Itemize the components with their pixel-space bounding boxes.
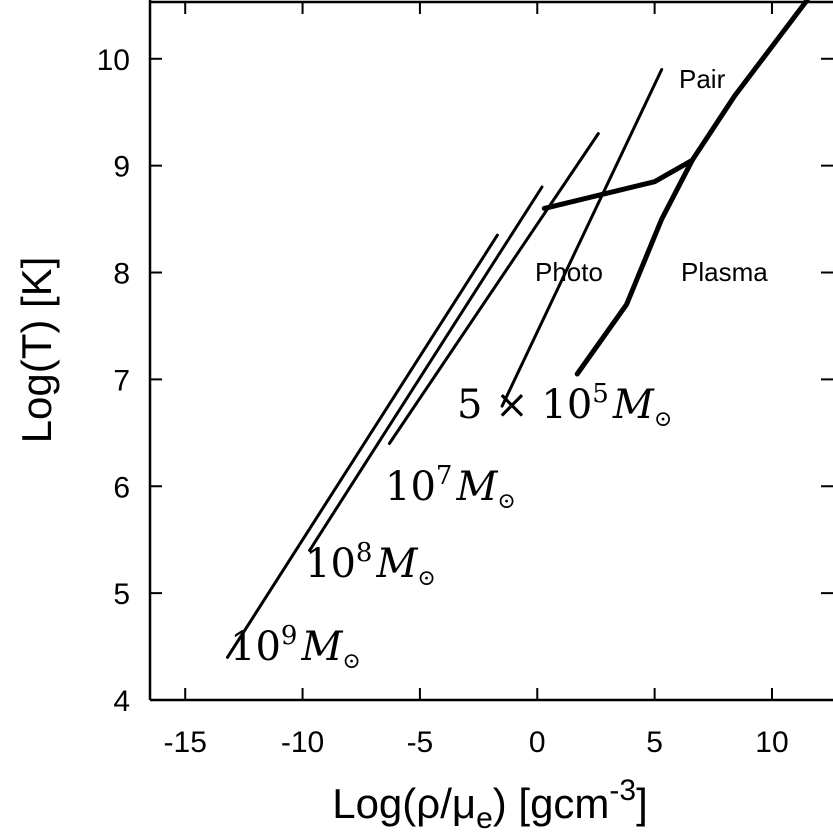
series-line-1e9 bbox=[226, 233, 499, 659]
mass-label-1e8-exp: 8 bbox=[356, 538, 373, 568]
mass-label-1e9-sub: ⊙ bbox=[342, 649, 360, 674]
y-tick-label: 4 bbox=[113, 685, 130, 718]
x-axis-title-exp: -3 bbox=[609, 774, 636, 807]
mass-label-1e8-base: 10 bbox=[305, 541, 356, 587]
x-tick-label: -15 bbox=[164, 726, 207, 759]
series-line-5e5 bbox=[500, 68, 664, 408]
mass-label-1e7: 107 M⊙ bbox=[385, 461, 516, 514]
mass-label-5e5-sub: ⊙ bbox=[654, 407, 672, 432]
mass-label-1e7-sym: M bbox=[455, 464, 498, 510]
mass-label-5e5-coef: 5 × 10 bbox=[457, 382, 592, 428]
region-label-plasma: Plasma bbox=[681, 257, 768, 287]
mass-label-5e5-exp: 5 bbox=[592, 379, 609, 409]
mass-label-1e8: 108 M⊙ bbox=[305, 538, 436, 591]
y-tick-label: 10 bbox=[97, 44, 130, 77]
mass-label-1e7-sub: ⊙ bbox=[497, 489, 515, 514]
mass-label-1e9-base: 10 bbox=[230, 624, 281, 670]
x-tick-label: 10 bbox=[755, 726, 788, 759]
region-label-photo: Photo bbox=[535, 257, 603, 287]
data-series bbox=[226, 0, 810, 659]
x-axis-title-slash: / bbox=[440, 780, 452, 827]
series-line-pair-boundary bbox=[541, 0, 810, 211]
x-axis-title-mu: μ bbox=[452, 780, 476, 827]
y-tick-label: 9 bbox=[113, 151, 130, 184]
x-tick-label: 0 bbox=[529, 726, 546, 759]
mass-label-5e5: 5 × 105 M⊙ bbox=[457, 379, 672, 432]
x-axis-title: Log(ρ/μe) [gcm-3] bbox=[332, 774, 648, 835]
x-axis-title-pre: Log( bbox=[332, 780, 416, 827]
series-line-plasma-boundary bbox=[574, 157, 695, 377]
mass-label-1e7-exp: 7 bbox=[436, 461, 453, 491]
series-line-1e8 bbox=[308, 185, 544, 552]
mass-label-1e9: 109 M⊙ bbox=[230, 621, 361, 674]
y-tick-label: 6 bbox=[113, 471, 130, 504]
mass-label-5e5-sym: M bbox=[612, 382, 655, 428]
x-axis-title-post: ) [gcm bbox=[493, 780, 610, 827]
mass-label-1e7-base: 10 bbox=[385, 464, 436, 510]
mass-label-1e8-sym: M bbox=[375, 541, 418, 587]
x-axis-title-mu-sub: e bbox=[476, 802, 493, 835]
mass-label-1e8-sub: ⊙ bbox=[417, 566, 435, 591]
region-label-pair: Pair bbox=[679, 64, 726, 94]
y-tick-label: 5 bbox=[113, 578, 130, 611]
x-tick-label: 5 bbox=[646, 726, 663, 759]
y-tick-label: 7 bbox=[113, 364, 130, 397]
x-tick-label: -10 bbox=[281, 726, 324, 759]
mass-label-1e9-exp: 9 bbox=[281, 621, 298, 651]
series-line-1e7 bbox=[387, 132, 600, 445]
y-tick-label: 8 bbox=[113, 258, 130, 291]
x-axis-title-rho: ρ bbox=[416, 780, 440, 827]
y-axis-title: Log(T) [K] bbox=[13, 257, 60, 444]
mass-label-1e9-sym: M bbox=[300, 624, 343, 670]
x-tick-label: -5 bbox=[407, 726, 434, 759]
x-axis-title-close: ] bbox=[636, 780, 648, 827]
